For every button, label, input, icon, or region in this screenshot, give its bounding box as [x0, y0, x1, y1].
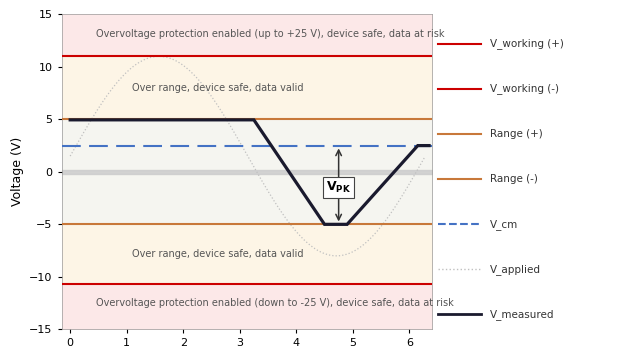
Text: V_measured: V_measured	[490, 309, 555, 320]
Text: Over range, device safe, data valid: Over range, device safe, data valid	[133, 249, 304, 259]
Text: Range (-): Range (-)	[490, 174, 538, 184]
Text: Over range, device safe, data valid: Over range, device safe, data valid	[133, 83, 304, 93]
Text: V_cm: V_cm	[490, 219, 518, 229]
Text: Overvoltage protection enabled (up to +25 V), device safe, data at risk: Overvoltage protection enabled (up to +2…	[96, 29, 444, 39]
Text: V_working (+): V_working (+)	[490, 38, 564, 49]
Text: Range (+): Range (+)	[490, 129, 542, 139]
Text: V_applied: V_applied	[490, 264, 541, 275]
Text: $\mathbf{V_{PK}}$: $\mathbf{V_{PK}}$	[326, 180, 351, 195]
Y-axis label: Voltage (V): Voltage (V)	[10, 137, 23, 207]
Text: V_working (-): V_working (-)	[490, 83, 559, 94]
Text: Overvoltage protection enabled (down to -25 V), device safe, data at risk: Overvoltage protection enabled (down to …	[96, 298, 453, 308]
